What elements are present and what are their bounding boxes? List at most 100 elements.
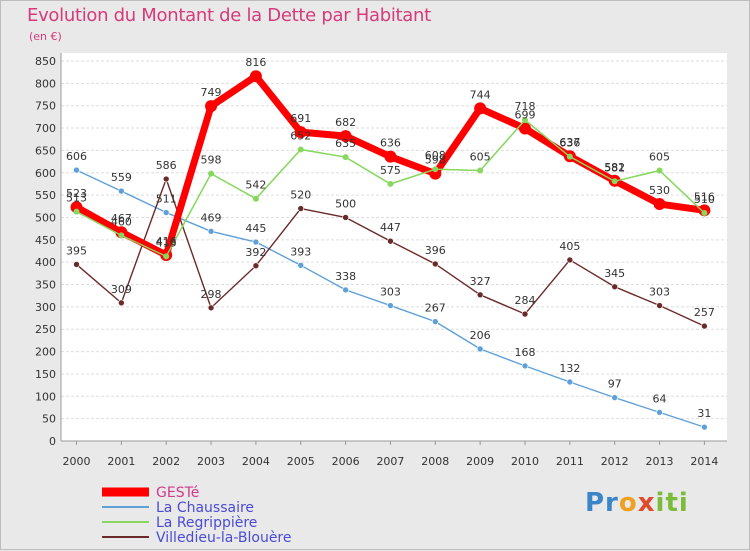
y-tick-label: 50 [42, 413, 56, 426]
data-point [431, 318, 439, 325]
data-point [521, 310, 529, 318]
data-label: 699 [515, 109, 536, 122]
x-tick-label: 2005 [287, 455, 315, 468]
data-label: 816 [245, 56, 266, 69]
data-label: 636 [380, 137, 401, 150]
y-tick-label: 450 [35, 234, 56, 247]
data-point [73, 261, 80, 268]
data-label: 516 [694, 190, 715, 203]
data-label: 542 [245, 179, 266, 192]
data-label: 416 [156, 235, 177, 248]
legend-item-4: Villedieu-la-Blouère [102, 530, 292, 546]
data-point [249, 70, 262, 83]
chart-unit: (en €) [29, 30, 62, 43]
data-label: 309 [111, 283, 132, 296]
y-tick-label: 700 [35, 122, 56, 135]
logo-part-2: o [618, 488, 638, 518]
data-label: 513 [66, 192, 87, 205]
data-label: 168 [515, 346, 536, 359]
x-tick-label: 2013 [646, 455, 674, 468]
data-point [656, 302, 663, 309]
data-label: 345 [604, 267, 625, 280]
logo-part-3: x [637, 488, 656, 518]
series-4 [73, 175, 708, 330]
data-point [205, 100, 218, 113]
data-point [207, 228, 215, 235]
data-point [656, 167, 663, 174]
y-tick-label: 750 [35, 100, 56, 113]
x-tick-label: 2009 [466, 455, 494, 468]
data-point [294, 126, 307, 139]
data-point [73, 166, 80, 174]
x-tick-label: 2003 [197, 455, 225, 468]
data-point [521, 362, 529, 370]
y-tick-label: 800 [35, 77, 56, 90]
data-label: 691 [290, 112, 311, 125]
data-point [118, 232, 125, 239]
data-label: 445 [245, 222, 266, 235]
data-point [297, 205, 305, 212]
data-label: 605 [470, 151, 491, 164]
y-tick-label: 400 [35, 256, 56, 269]
data-label: 637 [559, 136, 580, 149]
data-label: 405 [559, 240, 580, 253]
data-point [519, 122, 531, 135]
series-2 [73, 166, 708, 431]
data-point [476, 345, 484, 353]
data-label: 303 [380, 286, 401, 299]
data-point [701, 423, 708, 431]
data-point [566, 153, 573, 160]
data-label: 559 [111, 171, 132, 184]
data-label: 469 [201, 211, 222, 224]
data-point [477, 167, 484, 174]
data-label: 392 [245, 246, 266, 259]
y-tick-label: 650 [35, 144, 56, 157]
data-label: 338 [335, 270, 356, 283]
data-point [339, 130, 352, 143]
chart-title: Evolution du Montant de la Dette par Hab… [27, 5, 431, 26]
data-point [431, 260, 439, 268]
data-point [611, 178, 618, 185]
y-tick-label: 850 [35, 55, 56, 68]
data-label: 520 [290, 189, 311, 202]
y-tick-label: 500 [35, 211, 56, 224]
data-label: 267 [425, 302, 446, 315]
data-label: 298 [201, 288, 222, 301]
x-tick-label: 2002 [152, 455, 180, 468]
data-point [653, 198, 666, 211]
logo-part-1: Pr [585, 488, 619, 518]
y-tick-label: 200 [35, 346, 56, 359]
data-label: 511 [156, 193, 177, 206]
data-point [387, 180, 394, 187]
x-tick-label: 2014 [690, 455, 718, 468]
data-label: 744 [470, 88, 491, 101]
data-point [566, 256, 574, 264]
data-point [384, 150, 397, 163]
data-label: 530 [649, 184, 670, 197]
data-point [252, 262, 260, 270]
data-point [522, 117, 528, 124]
x-tick-label: 2001 [107, 455, 135, 468]
data-point [162, 175, 170, 183]
data-point [297, 262, 305, 269]
data-label: 132 [559, 362, 580, 375]
data-label: 396 [425, 244, 446, 257]
x-tick-label: 2011 [556, 455, 584, 468]
y-tick-label: 600 [35, 167, 56, 180]
data-label: 413 [156, 236, 177, 249]
legend-label: La Regrippière [156, 515, 257, 531]
data-label: 575 [380, 164, 401, 177]
data-label: 718 [515, 100, 536, 113]
data-point [342, 214, 349, 221]
x-tick-label: 2012 [601, 455, 629, 468]
series-group [70, 70, 711, 431]
x-tick-label: 2008 [421, 455, 449, 468]
data-label: 303 [649, 286, 670, 299]
data-point [611, 394, 619, 401]
legend-label: La Chaussaire [156, 500, 254, 516]
data-point [118, 187, 125, 195]
data-label: 652 [290, 130, 311, 143]
data-point [163, 253, 170, 260]
